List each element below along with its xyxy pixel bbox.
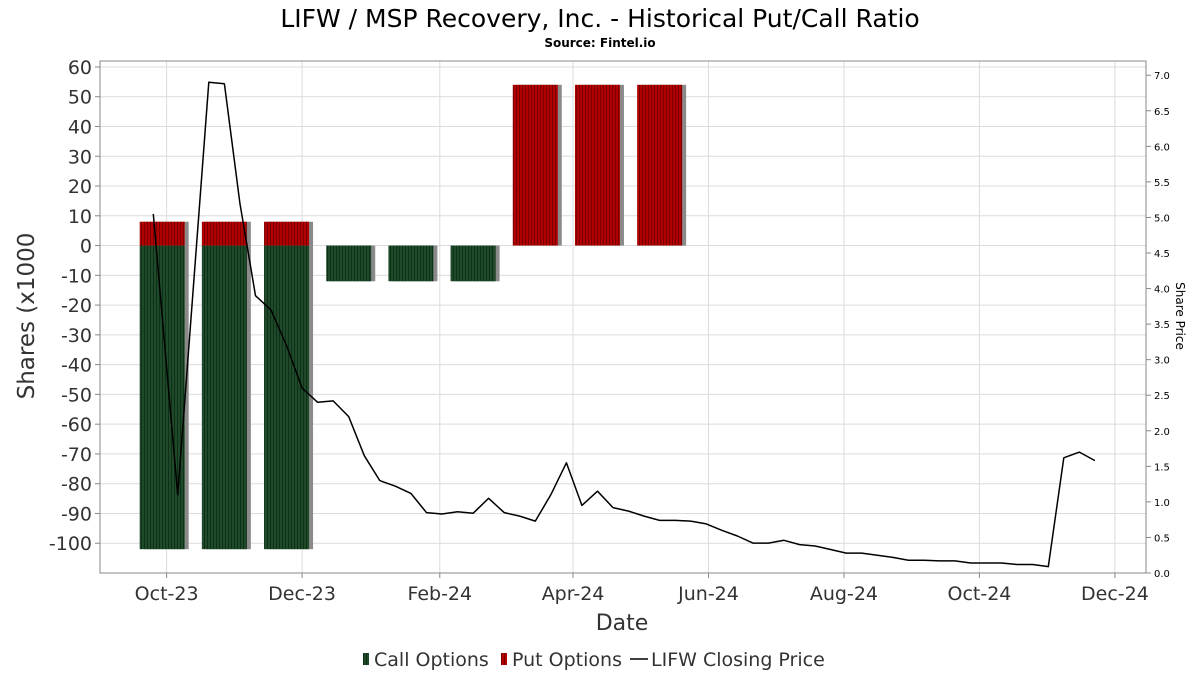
- legend-call-label: Call Options: [374, 649, 489, 671]
- y2-tick-label: 2.0: [1154, 427, 1170, 438]
- x-tick-label: Dec-23: [268, 583, 336, 605]
- y2-tick-label: 4.5: [1154, 249, 1170, 260]
- put-options-bar: [139, 221, 185, 246]
- y2-tick-label: 0.0: [1154, 569, 1170, 580]
- x-tick-label: Oct-24: [947, 583, 1011, 605]
- put-options-bar: [264, 221, 310, 246]
- put-options-bar: [637, 84, 683, 246]
- chart-title: LIFW / MSP Recovery, Inc. - Historical P…: [280, 4, 919, 33]
- y2-tick-label: 6.5: [1154, 107, 1170, 118]
- lifw-closing-price-line: [152, 81, 1096, 568]
- bars: [139, 84, 687, 550]
- y2-axis-label: Share Price: [1173, 282, 1187, 350]
- y-axis-label: Shares (x1000: [14, 233, 40, 400]
- y-tick-label: 50: [68, 87, 92, 109]
- call-options-bar: [201, 245, 247, 550]
- y2-tick-label: 2.5: [1154, 391, 1170, 402]
- x-tick-label: Jun-24: [677, 583, 739, 605]
- y-tick-label: -70: [61, 444, 92, 466]
- y-tick-label: -100: [49, 533, 92, 555]
- price-line-layer: [152, 81, 1096, 568]
- y-tick-label: -90: [61, 503, 92, 525]
- x-tick-label: Feb-24: [407, 583, 472, 605]
- x-tick-label: Dec-24: [1081, 583, 1149, 605]
- legend-put-label: Put Options: [512, 649, 622, 671]
- y-tick-label: -10: [61, 265, 92, 287]
- y2-tick-label: 3.0: [1154, 356, 1170, 367]
- axes: 60 50 40 30 20 10 0 -10 -20 -30 -40 -50 -60 -70 -80 -90…: [49, 57, 1170, 605]
- y-tick-label: -40: [61, 355, 92, 377]
- y-tick-label: -50: [61, 384, 92, 406]
- y-tick-label: 10: [68, 206, 92, 228]
- y2-tick-label: 1.0: [1154, 498, 1170, 509]
- call-options-swatch: [363, 653, 369, 665]
- call-options-bar: [450, 245, 496, 282]
- y-tick-label: 40: [68, 116, 92, 138]
- call-options-bar: [326, 245, 372, 282]
- plot-frame: [99, 60, 1147, 574]
- x-tick-label: Oct-23: [135, 583, 199, 605]
- y-tick-label: 60: [68, 57, 92, 79]
- y-tick-label: 20: [68, 176, 92, 198]
- y-tick-label: -30: [61, 325, 92, 347]
- put-options-bar: [574, 84, 620, 246]
- call-options-bar: [139, 245, 185, 550]
- put-options-swatch: [501, 653, 507, 665]
- y2-tick-label: 5.5: [1154, 178, 1170, 189]
- legend: Call Options Put Options LIFW Closing Pr…: [363, 649, 825, 671]
- y2-tick-label: 7.0: [1154, 71, 1170, 82]
- y2-tick-label: 4.0: [1154, 285, 1170, 296]
- call-options-bar: [388, 245, 434, 282]
- chart-subtitle: Source: Fintel.io: [544, 36, 655, 50]
- y2-tick-label: 5.0: [1154, 213, 1170, 224]
- y-tick-label: 30: [68, 146, 92, 168]
- y2-tick-label: 0.5: [1154, 533, 1170, 544]
- x-tick-label: Aug-24: [810, 583, 878, 605]
- put-options-bar: [512, 84, 558, 246]
- y-tick-label: -20: [61, 295, 92, 317]
- y-tick-label: 0: [80, 236, 92, 258]
- y2-tick-label: 6.0: [1154, 142, 1170, 153]
- put-options-bar: [201, 221, 247, 246]
- y-tick-label: -80: [61, 474, 92, 496]
- y-tick-label: -60: [61, 414, 92, 436]
- legend-price-label: LIFW Closing Price: [651, 649, 825, 671]
- y2-tick-label: 3.5: [1154, 320, 1170, 331]
- y2-tick-label: 1.5: [1154, 462, 1170, 473]
- x-axis-label: Date: [596, 611, 649, 636]
- x-tick-label: Apr-24: [542, 583, 605, 605]
- call-options-bar: [264, 245, 310, 550]
